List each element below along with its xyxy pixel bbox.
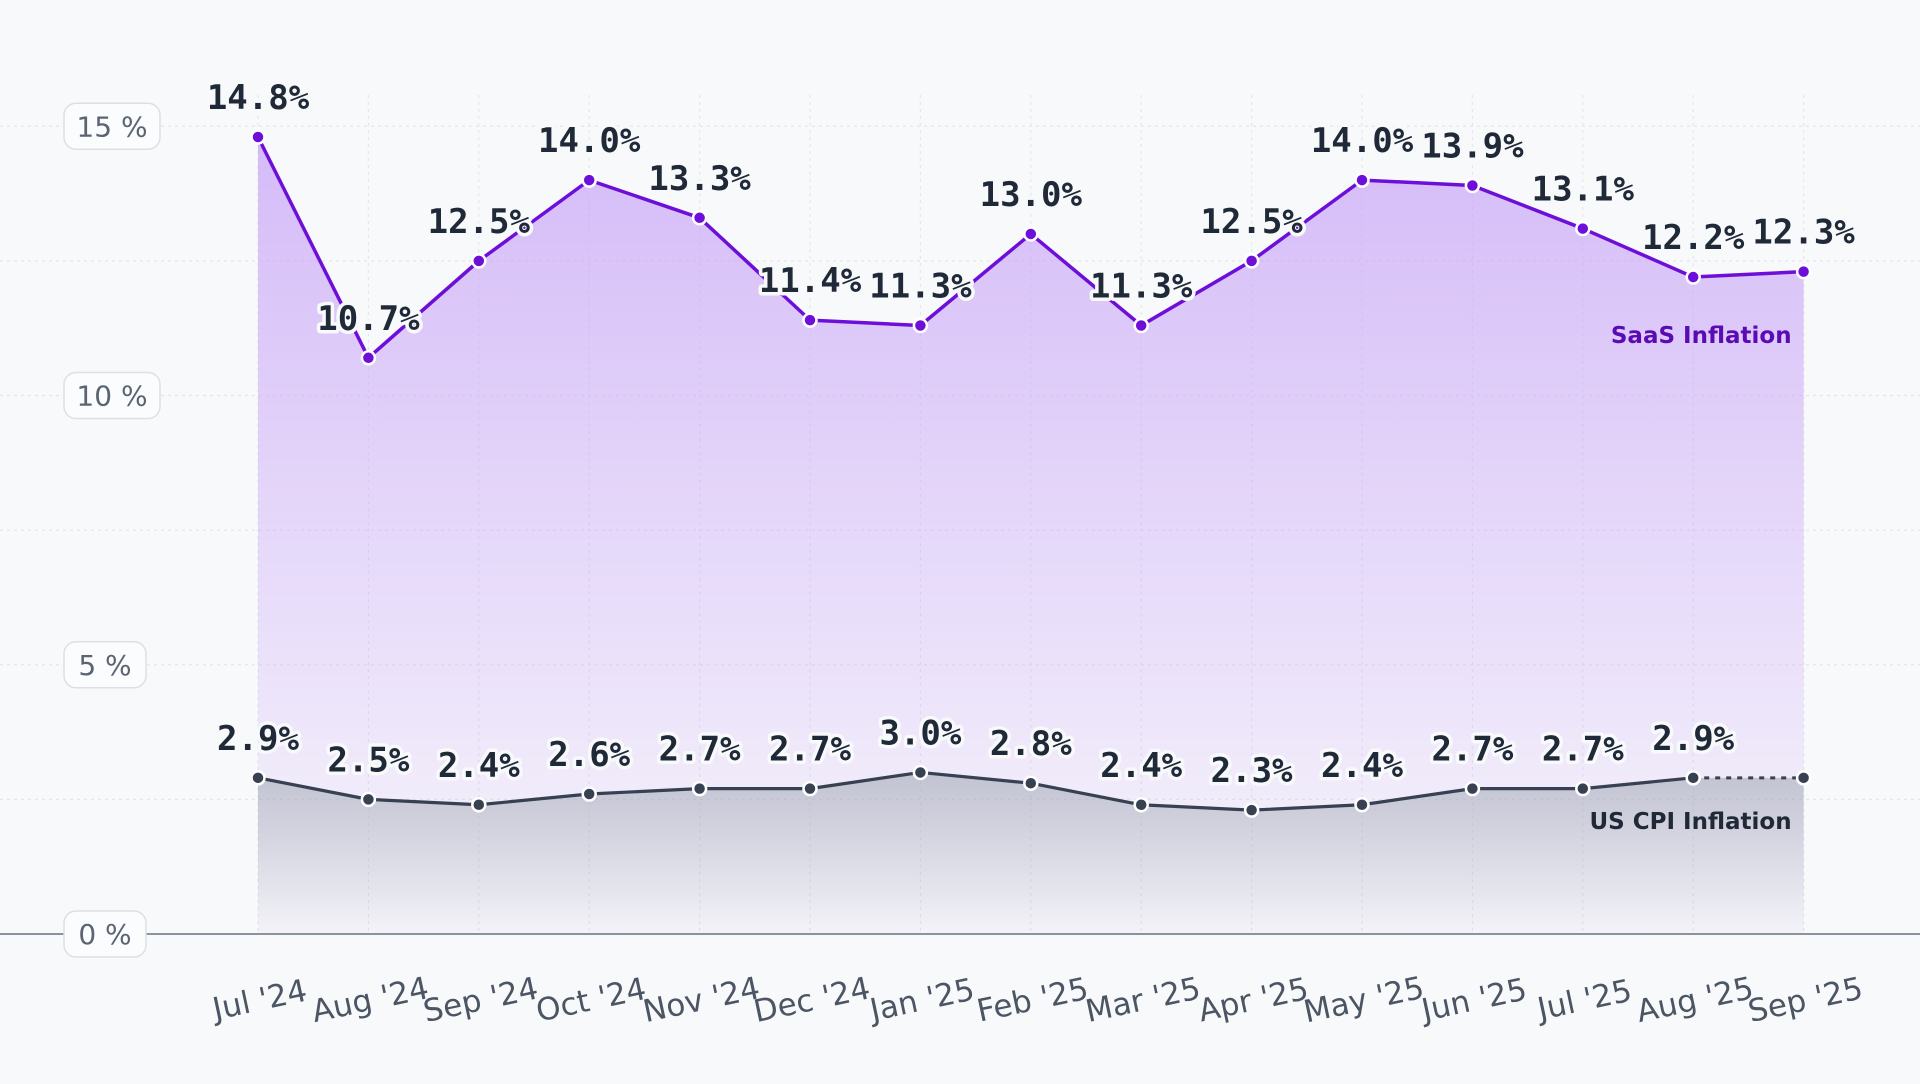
data-point — [1795, 770, 1812, 786]
data-point — [360, 350, 377, 366]
data-point — [1464, 177, 1481, 194]
data-label: 13.0% — [980, 175, 1083, 215]
data-label: 2.7% — [1431, 730, 1513, 770]
data-point — [1023, 775, 1039, 791]
data-point — [1133, 317, 1149, 334]
data-label: 14.8% — [207, 78, 310, 118]
y-tick-label: 0 % — [78, 918, 131, 951]
series-areas — [258, 137, 1804, 934]
data-point — [1243, 253, 1260, 269]
data-label: 2.7% — [659, 730, 741, 770]
x-tick-label: Jul '25 — [1532, 973, 1635, 1028]
data-point — [1464, 780, 1481, 797]
data-point — [471, 797, 487, 813]
data-label: 14.0% — [1311, 121, 1414, 161]
data-point — [912, 764, 929, 781]
area-1 — [258, 772, 1804, 934]
data-point — [1685, 770, 1701, 786]
data-label: 2.9% — [1652, 719, 1734, 759]
data-point — [1795, 263, 1812, 280]
data-label: 2.4% — [438, 746, 520, 786]
data-label: 11.4% — [759, 261, 862, 301]
data-label: 12.5% — [428, 202, 531, 242]
data-label: 2.7% — [769, 730, 851, 770]
x-tick-label: Jul '24 — [208, 973, 311, 1028]
x-tick-label: Apr '25 — [1195, 971, 1312, 1029]
series-line-1 — [256, 770, 1695, 812]
data-point — [691, 780, 708, 797]
x-tick-label: Aug '25 — [1633, 970, 1756, 1030]
data-point — [802, 312, 818, 328]
data-label: 2.3% — [1211, 751, 1293, 791]
data-label: 14.0% — [538, 121, 641, 161]
y-tick-pill — [63, 102, 161, 150]
x-tick-label: Sep '25 — [1745, 971, 1866, 1030]
data-point — [581, 786, 597, 802]
data-label: 2.4% — [1321, 746, 1403, 786]
data-label: 11.3% — [1090, 266, 1193, 306]
data-point — [360, 791, 377, 808]
data-label: 2.7% — [1542, 730, 1624, 770]
y-axis-ticks: 0 % 5 % 10 % 15 % — [63, 102, 161, 958]
data-point — [1354, 172, 1370, 188]
series-label: US CPI Inflation — [1589, 809, 1791, 835]
x-tick-label: Sep '24 — [420, 971, 541, 1030]
y-tick-pill — [63, 371, 161, 420]
y-tick-label: 15 % — [76, 110, 147, 143]
data-point — [912, 317, 929, 334]
y-tick-pill — [63, 910, 147, 958]
data-point — [1023, 226, 1039, 242]
data-point — [1575, 220, 1591, 237]
data-point — [1243, 802, 1260, 818]
area-0 — [258, 137, 1804, 934]
series-label: SaaS Inflation — [1611, 323, 1792, 349]
data-point — [1354, 797, 1370, 813]
x-tick-label: Mar '25 — [1082, 971, 1203, 1030]
data-point — [1685, 269, 1701, 285]
data-label: 3.0% — [879, 713, 961, 753]
y-tick-label: 10 % — [76, 380, 147, 413]
data-labels: 14.8%10.7%12.5%14.0%13.3%11.4% 11.3%13.0%… — [203, 75, 1858, 795]
x-tick-label: Oct '24 — [533, 971, 649, 1029]
data-point — [250, 129, 266, 145]
data-label: 13.9% — [1421, 126, 1524, 166]
data-label: 2.4% — [1100, 746, 1182, 786]
data-label: 11.3% — [869, 266, 972, 306]
data-label: 2.9% — [217, 719, 299, 759]
y-tick-label: 5 % — [78, 649, 131, 682]
series-labels: SaaS Inflation US CPI Inflation — [1589, 323, 1791, 835]
x-tick-label: Jan '25 — [865, 972, 978, 1030]
x-tick-label: May '25 — [1301, 970, 1428, 1031]
x-tick-label: Jun '25 — [1417, 972, 1530, 1030]
data-label: 12.2% — [1642, 218, 1745, 258]
x-tick-label: Nov '24 — [640, 970, 763, 1030]
data-point — [1575, 780, 1591, 797]
data-point — [1133, 797, 1149, 813]
data-label: 13.1% — [1532, 170, 1635, 210]
data-point — [802, 780, 818, 797]
data-label: 10.7% — [317, 299, 420, 339]
data-point — [691, 210, 708, 226]
x-tick-label: Aug '24 — [309, 970, 432, 1030]
data-label: 12.3% — [1752, 213, 1855, 253]
data-point — [471, 253, 487, 269]
data-label: 2.6% — [548, 735, 630, 775]
x-tick-label: Dec '24 — [751, 970, 874, 1030]
data-label: 12.5% — [1200, 202, 1303, 242]
data-label: 2.5% — [327, 740, 409, 780]
data-label: 2.8% — [990, 724, 1072, 764]
data-label: 13.3% — [648, 159, 751, 199]
series-points — [250, 129, 1812, 818]
x-tick-label: Feb '25 — [974, 971, 1092, 1030]
y-tick-pill — [63, 641, 147, 689]
data-point — [250, 770, 266, 786]
data-point — [581, 172, 597, 188]
